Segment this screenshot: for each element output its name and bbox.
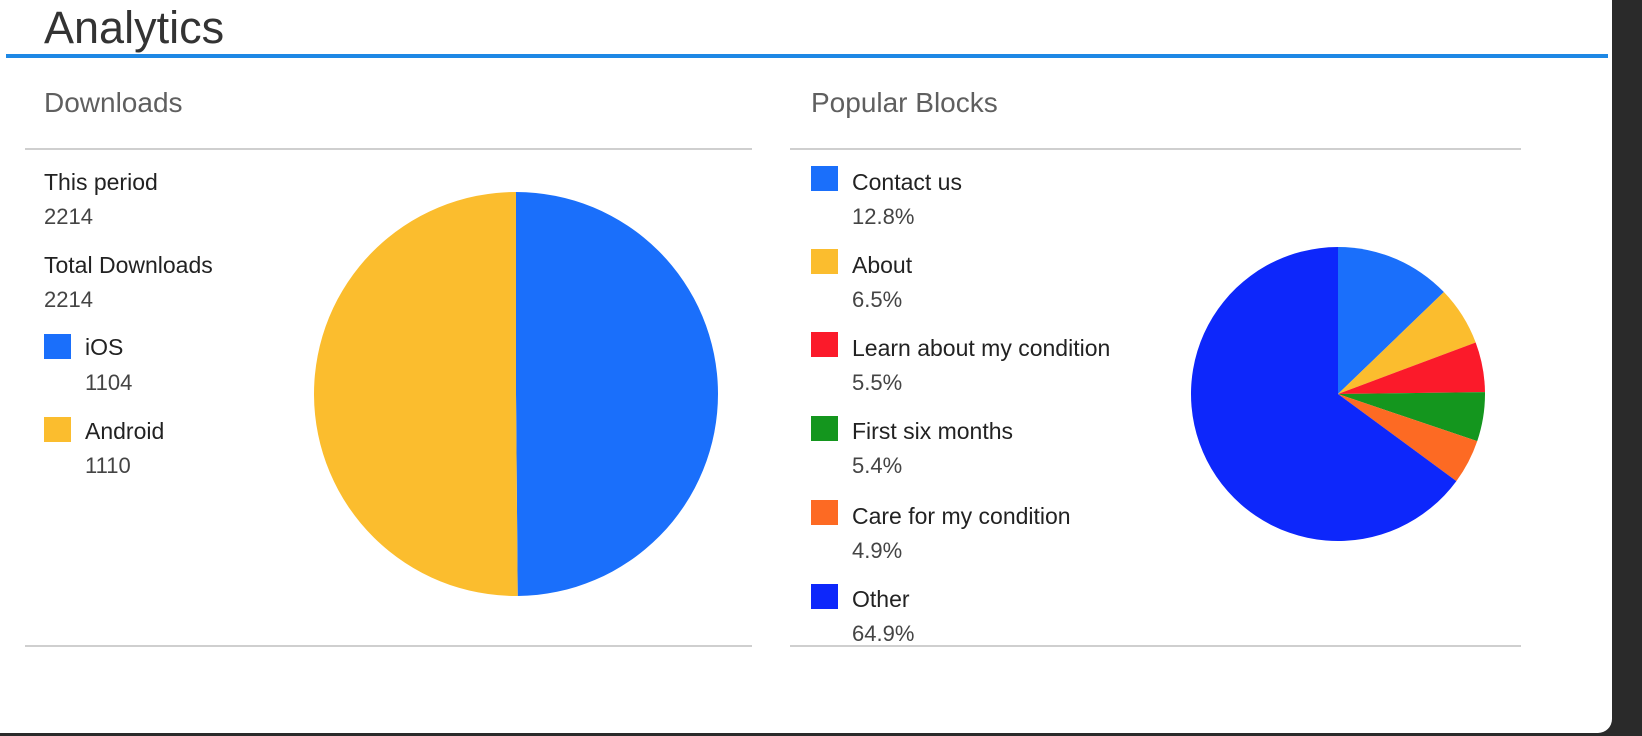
popular-blocks-pie-chart	[1191, 247, 1485, 541]
legend-value-about: 6.5%	[852, 287, 903, 312]
legend-label-ios: iOS	[85, 334, 124, 360]
legend-swatch-care-for-condition	[811, 500, 838, 525]
pie-slice-ios	[516, 192, 718, 596]
downloads-panel-title: Downloads	[44, 87, 183, 118]
this-period-value: 2214	[44, 204, 93, 229]
legend-swatch-learn-about	[811, 332, 838, 357]
downloads-top-divider	[25, 148, 752, 150]
legend-swatch-ios	[44, 334, 71, 359]
legend-swatch-other	[811, 584, 838, 609]
legend-label-about: About	[852, 252, 913, 278]
total-downloads-value: 2214	[44, 287, 93, 312]
legend-label-other: Other	[852, 586, 910, 612]
legend-value-care-for-condition: 4.9%	[852, 538, 903, 563]
legend-value-android: 1110	[85, 453, 131, 478]
total-downloads-label: Total Downloads	[44, 252, 213, 278]
legend-value-first-six-months: 5.4%	[852, 453, 903, 478]
legend-value-contact-us: 12.8%	[852, 204, 915, 229]
downloads-bottom-divider	[25, 645, 752, 647]
legend-label-care-for-condition: Care for my condition	[852, 503, 1071, 529]
pie-slice-other	[1191, 247, 1457, 541]
legend-value-other: 64.9%	[852, 621, 915, 646]
pie-slice-android	[314, 192, 518, 596]
legend-label-first-six-months: First six months	[852, 418, 1014, 444]
title-divider	[6, 54, 1608, 58]
legend-label-learn-about: Learn about my condition	[852, 335, 1111, 361]
pie-slice-learn-about-my-condition	[1338, 342, 1485, 394]
pie-slice-about	[1338, 292, 1476, 394]
popular-top-divider	[790, 148, 1521, 150]
pie-slice-first-six-months	[1338, 392, 1485, 442]
this-period-label: This period	[44, 169, 158, 195]
pie-slice-contact-us	[1338, 247, 1444, 394]
legend-swatch-first-six-months	[811, 416, 838, 441]
downloads-pie-chart	[314, 192, 718, 596]
legend-swatch-android	[44, 417, 71, 442]
legend-swatch-contact-us	[811, 166, 838, 191]
pie-slice-care-for-my-condition	[1338, 394, 1478, 482]
analytics-window: Analytics Downloads This period 2214 Tot…	[0, 0, 1612, 733]
page-title: Analytics	[44, 2, 225, 53]
legend-label-android: Android	[85, 418, 165, 444]
legend-value-learn-about: 5.5%	[852, 370, 903, 395]
legend-swatch-about	[811, 249, 838, 274]
legend-label-contact-us: Contact us	[852, 169, 962, 195]
popular-blocks-panel-title: Popular Blocks	[811, 87, 998, 118]
legend-value-ios: 1104	[85, 370, 133, 395]
popular-bottom-divider	[790, 645, 1521, 647]
